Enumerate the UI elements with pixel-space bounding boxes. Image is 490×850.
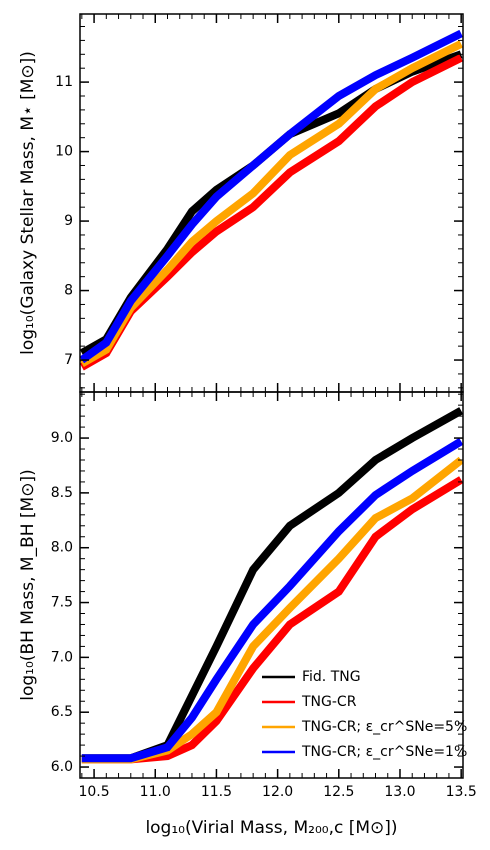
- x-axis-label: log₁₀(Virial Mass, M₂₀₀,c [M⊙]): [145, 818, 397, 838]
- y-tick-label: 6.0: [51, 759, 73, 775]
- legend-label: TNG-CR; ε_cr^SNe=5%: [301, 719, 467, 735]
- x-tick-label: 13.5: [446, 784, 477, 800]
- y-axis-label: log₁₀(BH Mass, M_BH [M⊙]): [18, 469, 38, 700]
- y-tick-label: 8.5: [51, 485, 73, 501]
- y-tick-label: 9: [64, 213, 73, 229]
- y-tick-label: 8: [64, 283, 73, 299]
- plot-frame: [79, 391, 464, 779]
- y-tick-label: 7: [64, 352, 73, 368]
- series-line: [81, 407, 463, 763]
- legend-label: TNG-CR: [301, 694, 357, 710]
- y-tick-label: 8.0: [51, 540, 73, 556]
- y-tick-label: 6.5: [51, 704, 73, 720]
- y-tick-label: 7.5: [51, 595, 73, 611]
- x-tick-label: 11.0: [140, 784, 171, 800]
- y-tick-label: 11: [55, 74, 73, 90]
- series-line: [81, 437, 463, 763]
- y-axis-label: log₁₀(Galaxy Stellar Mass, M⋆ [M⊙]): [18, 51, 38, 355]
- x-tick-label: 10.5: [78, 784, 109, 800]
- y-tick-label: 10: [55, 144, 73, 160]
- y-tick-label: 9.0: [51, 430, 73, 446]
- y-tick-label: 7.0: [51, 649, 73, 665]
- x-tick-label: 13.0: [384, 784, 415, 800]
- series-line: [81, 476, 463, 764]
- x-tick-label: 11.5: [201, 784, 232, 800]
- series-line: [80, 54, 463, 371]
- x-tick-label: 12.5: [323, 784, 354, 800]
- legend-label: Fid. TNG: [302, 669, 361, 685]
- x-tick-label: 12.0: [262, 784, 293, 800]
- legend-label: TNG-CR; ε_cr^SNe=1%: [301, 744, 467, 760]
- series-line: [80, 29, 463, 364]
